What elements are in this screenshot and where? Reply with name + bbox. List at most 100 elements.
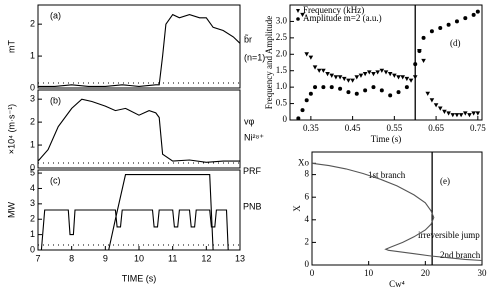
plot-frame (37, 4, 241, 89)
data-point (442, 109, 447, 114)
y-tick-label: 2 (30, 214, 35, 224)
y-tick-label: 5 (30, 167, 35, 177)
x-tick-label: 20 (421, 268, 431, 278)
data-point (429, 98, 435, 103)
y-tick-label: 6 (305, 191, 310, 201)
annotation: Ni²⁸⁺ (244, 132, 264, 142)
y-tick-label: 2 (30, 19, 35, 29)
y-tick-label: 4 (30, 183, 35, 193)
plot-frame (289, 4, 483, 121)
y-tick-label: 2.5 (276, 32, 288, 42)
data-point (337, 75, 343, 80)
data-point (463, 111, 468, 116)
data-point (371, 85, 376, 90)
data-point (463, 16, 468, 21)
data-point (325, 72, 330, 77)
panel-label: (c) (50, 175, 61, 185)
x-tick-label: 0.35 (303, 123, 319, 133)
y-tick-label: 1.5 (276, 65, 288, 75)
data-point (404, 85, 409, 90)
y-axis-label: mT (6, 40, 16, 53)
x-tick-label: 10 (134, 253, 144, 263)
data-point (408, 78, 414, 83)
legend-label: Amplitude m=2 (a.u.) (303, 13, 382, 23)
data-point (475, 111, 481, 116)
x-tick-label: 10 (364, 268, 374, 278)
x-tick-label: 0 (310, 268, 315, 278)
data-point (392, 73, 397, 78)
data-line (38, 13, 241, 87)
x-tick-label: 8 (69, 253, 74, 263)
data-point (308, 55, 314, 60)
y-tick-label: 0 (283, 114, 288, 124)
panel-label: (e) (440, 176, 450, 186)
data-point (412, 75, 418, 80)
annotation: 1st branch (368, 170, 406, 180)
data-point (396, 90, 401, 95)
data-point (421, 58, 426, 64)
panel-label: (d) (450, 38, 461, 48)
data-point (379, 68, 385, 73)
x-tick-label: 0.75 (470, 123, 486, 133)
data-point (379, 88, 384, 93)
data-point (375, 70, 380, 75)
x-tick-label: 12 (201, 253, 211, 263)
y-tick-label: 0 (30, 82, 35, 92)
y-tick-label: 1.0 (276, 81, 288, 91)
x-axis-label: Time (s) (371, 134, 401, 144)
data-point (354, 91, 359, 96)
data-point (329, 85, 334, 90)
x-tick-label: 0.55 (386, 123, 402, 133)
data-point (321, 85, 326, 90)
data-point (346, 90, 351, 95)
x-axis-label: Cw⁴ (389, 279, 405, 289)
annotation: b̃r (244, 34, 252, 44)
data-point (467, 113, 472, 118)
data-point (300, 108, 305, 113)
y-tick-label: 1 (30, 229, 35, 239)
annotation: vφ (244, 116, 255, 126)
data-point (362, 72, 368, 77)
data-point (471, 12, 476, 17)
data-point (433, 103, 439, 108)
plot-frame (311, 151, 483, 266)
data-point (363, 88, 368, 93)
data-point (346, 78, 351, 83)
y-axis-label: X (292, 205, 302, 212)
legend-marker (296, 9, 300, 13)
y-tick-label: 2 (30, 116, 35, 126)
y-axis-label: MW (6, 202, 16, 218)
y-tick-label: 3 (30, 198, 35, 208)
y-tick-label: 3 (30, 94, 35, 104)
data-point (321, 68, 326, 73)
y-axis-label: ×10⁴ (m·s⁻¹) (6, 104, 16, 154)
y-axis-label: Frequency and Amplitude (264, 16, 274, 109)
x-tick-label: 9 (103, 253, 108, 263)
x-axis-label: TIME (s) (122, 273, 157, 283)
y-tick-label: 0 (30, 244, 35, 254)
plot-frame (37, 89, 241, 169)
data-point (341, 76, 347, 82)
panel-label: (a) (50, 10, 61, 20)
x-tick-label: 0.45 (345, 123, 361, 133)
y-tick-label: 3.0 (276, 15, 288, 25)
panel-label: (b) (50, 95, 61, 105)
data-point (308, 91, 313, 96)
y-tick-label: 8 (305, 169, 310, 179)
data-point (313, 85, 318, 90)
data-point (450, 113, 456, 118)
data-point (475, 9, 480, 14)
data-point (400, 75, 405, 80)
data-point (358, 73, 364, 78)
y-tick-label: 0.5 (276, 98, 288, 108)
data-point (446, 22, 451, 27)
data-line (38, 174, 240, 251)
legend-label: PNB (243, 201, 262, 211)
data-point (300, 12, 305, 18)
annotation: irreversible jump (418, 230, 480, 240)
data-point (304, 52, 309, 57)
annotation: (n=1) (244, 52, 265, 62)
data-point (417, 49, 422, 53)
